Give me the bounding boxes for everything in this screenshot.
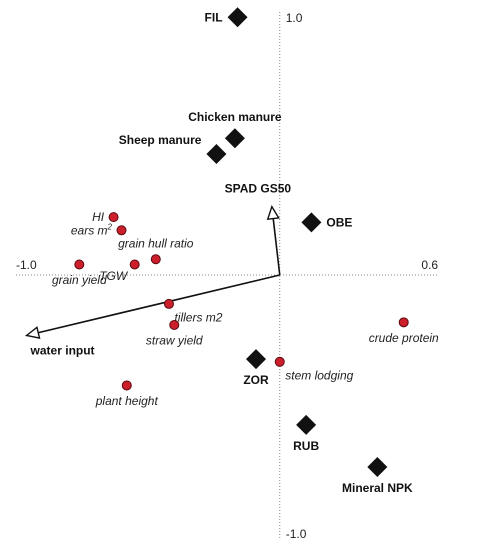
spad-gs50-arrowhead (266, 204, 280, 220)
environmental-vectors: SPAD GS50 water input (24, 182, 292, 357)
variable-marker-stem-lodging (274, 356, 285, 367)
variable-label-ears-m: ears m2 (71, 222, 113, 237)
variable-label-stem-lodging: stem lodging (285, 368, 353, 382)
site-label-sheep-manure: Sheep manure (119, 133, 202, 147)
site-label-fil: FIL (205, 10, 223, 24)
water-input-vector (26, 274, 280, 337)
site-marker-obe (301, 212, 322, 233)
variable-marker-grain-hull-ratio (150, 254, 161, 265)
variable-marker-tgw (129, 259, 140, 270)
variable-label-tgw: TGW (99, 269, 129, 283)
site-label-obe: OBE (326, 215, 352, 229)
variable-marker-straw-yield (169, 319, 180, 330)
site-marker-fil (227, 7, 248, 28)
tick-labels: -1.0 0.6 1.0 -1.0 (16, 11, 438, 541)
site-marker-rub (296, 414, 317, 435)
x-tick-label: -1.0 (16, 258, 37, 272)
variable-marker-tillers-m2 (163, 298, 174, 309)
site-marker-chicken-manure (224, 128, 245, 149)
variable-label-grain-hull-ratio: grain hull ratio (118, 237, 194, 251)
variable-marker-grain-yield (74, 259, 85, 270)
variable-label-tillers-m2: tillers m2 (174, 310, 222, 324)
variable-label-hi: HI (92, 210, 105, 224)
site-label-mineral-npk: Mineral NPK (342, 481, 413, 495)
site-label-chicken-manure: Chicken manure (188, 110, 282, 124)
site-label-zor: ZOR (243, 373, 269, 387)
y-tick-label: -1.0 (286, 527, 307, 541)
variable-label-grain-yield: grain yield (52, 273, 107, 287)
variable-marker-hi (108, 212, 119, 223)
x-tick-label: 0.6 (421, 258, 438, 272)
site-points: FIL Chicken manure Sheep manure OBE ZOR RUB Mi… (119, 7, 413, 495)
y-tick-label: 1.0 (286, 11, 303, 25)
variable-marker-ears-m (116, 225, 127, 236)
variable-marker-plant-height (121, 380, 132, 391)
variable-label-plant-height: plant height (95, 394, 159, 408)
site-marker-mineral-npk (367, 456, 388, 477)
water-input-label: water input (30, 343, 95, 357)
variable-label-crude-protein: crude protein (369, 331, 439, 345)
site-marker-zor (246, 349, 267, 370)
site-marker-sheep-manure (206, 144, 227, 165)
water-input-arrowhead (24, 326, 41, 339)
variable-marker-crude-protein (398, 317, 409, 328)
site-label-rub: RUB (293, 439, 319, 453)
spad-gs50-label: SPAD GS50 (225, 182, 292, 196)
variable-label-straw-yield: straw yield (146, 333, 203, 347)
